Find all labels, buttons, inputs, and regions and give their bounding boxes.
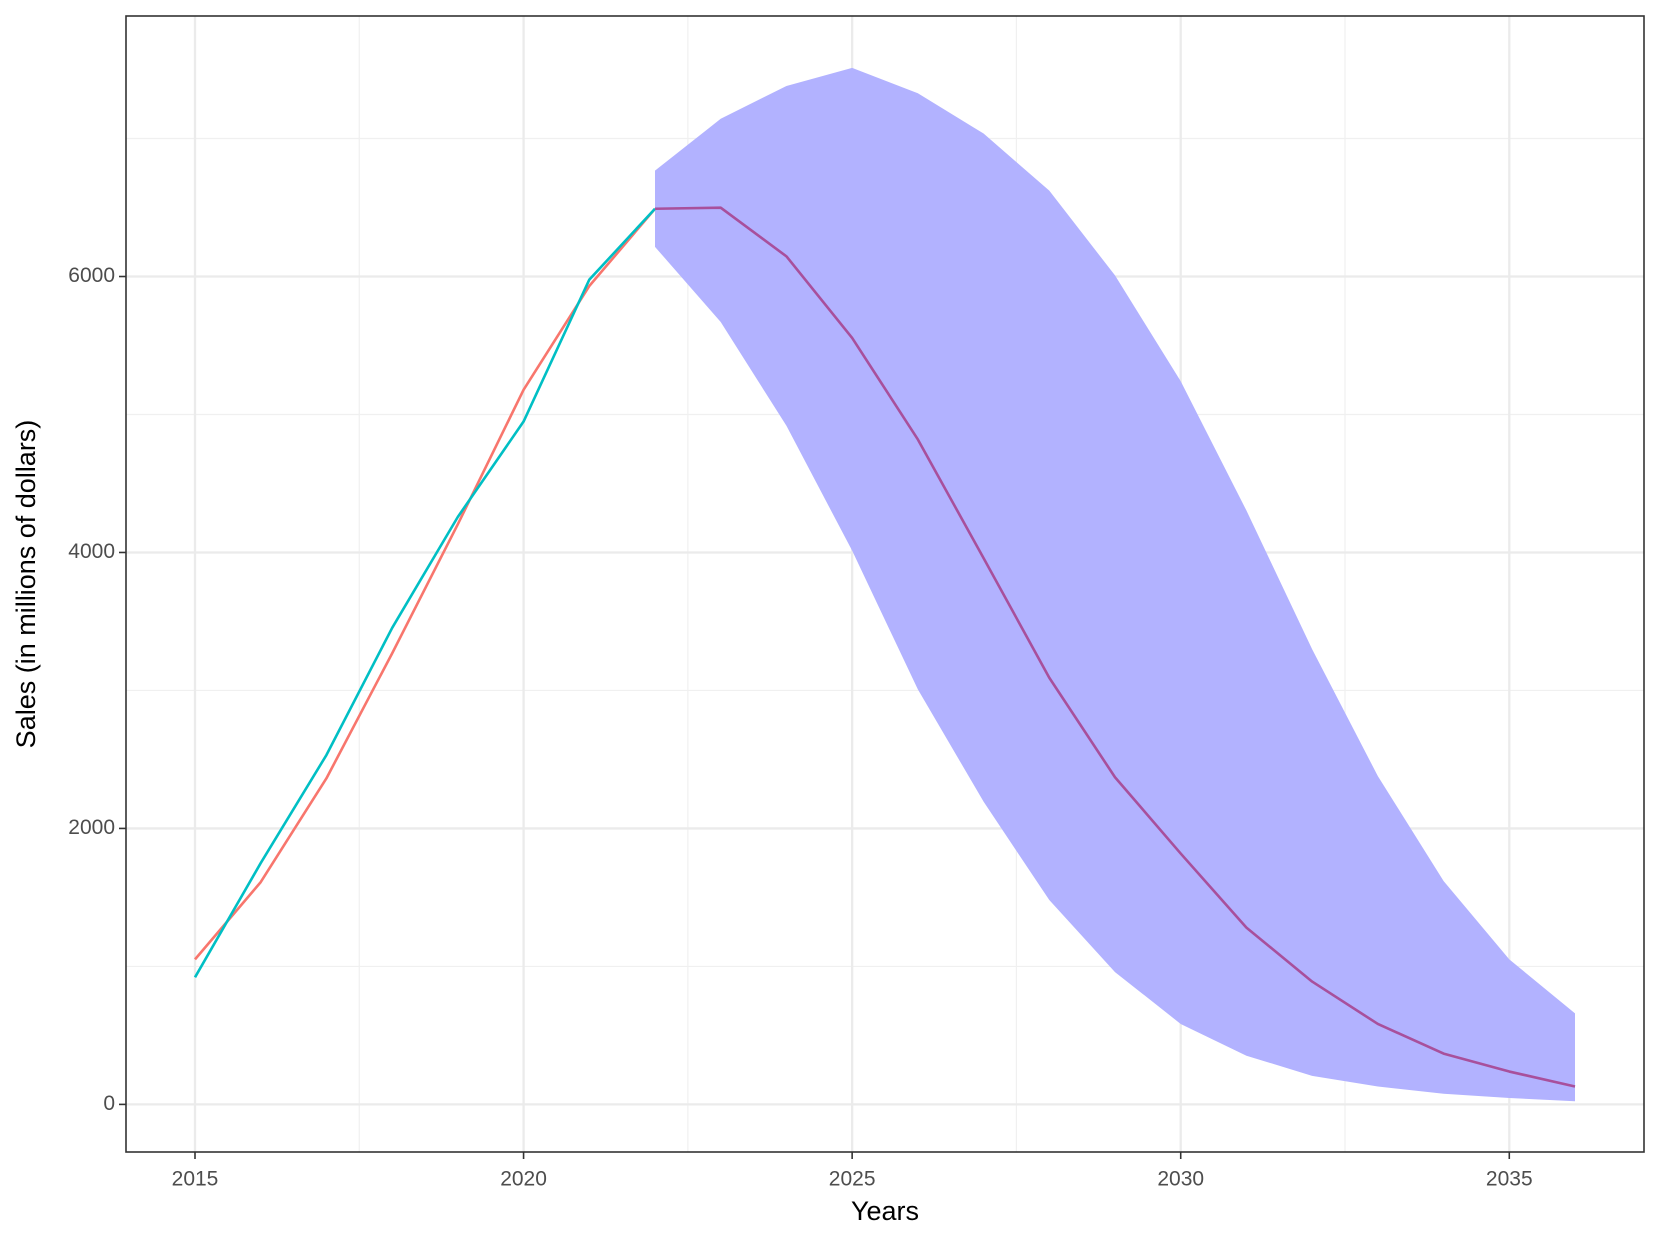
plot-area [193, 67, 1576, 1102]
x-axis-title: Years [851, 1196, 919, 1226]
x-tick-label: 2030 [1157, 1168, 1204, 1191]
series-line [193, 207, 656, 978]
x-tick-label: 2015 [172, 1168, 219, 1191]
confidence-band [655, 67, 1575, 1102]
panel-border [125, 15, 1645, 1153]
series-line [654, 206, 1576, 1088]
y-tick-label: 0 [103, 1092, 115, 1115]
y-axis-title: Sales (in millions of dollars) [11, 420, 41, 749]
x-tick-label: 2025 [829, 1168, 876, 1191]
y-tick-label: 4000 [68, 540, 115, 563]
x-tick-label: 2035 [1486, 1168, 1533, 1191]
y-tick-label: 2000 [68, 816, 115, 839]
axes: 2015 2020 2025 2030 2035 0 2000 4000 6000 [68, 264, 1532, 1190]
y-tick-label: 6000 [68, 264, 115, 287]
x-tick-label: 2020 [500, 1168, 547, 1191]
